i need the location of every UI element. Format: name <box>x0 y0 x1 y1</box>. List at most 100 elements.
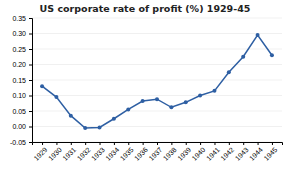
x-tick-label: 1938 <box>162 146 178 162</box>
x-tick-label: 1942 <box>219 146 235 162</box>
grid-line <box>32 33 282 34</box>
x-tick: 1941 <box>205 142 221 162</box>
x-tick-label: 1934 <box>104 146 120 162</box>
x-tick-label: 1939 <box>176 146 192 162</box>
x-tick-line <box>100 142 101 145</box>
line <box>42 35 272 128</box>
x-tick-line <box>200 142 201 145</box>
y-tick-line <box>29 34 32 35</box>
x-tick-label: 1936 <box>133 146 149 162</box>
point <box>83 126 87 130</box>
x-tick: 1929 <box>33 142 49 162</box>
y-tick-label: 0.00 <box>12 123 26 130</box>
x-tick: 1937 <box>147 142 163 162</box>
y-tick-label: 0.25 <box>12 46 26 53</box>
y-tick-line <box>29 96 32 97</box>
x-tick: 1945 <box>262 142 278 162</box>
point <box>141 99 145 103</box>
y-tick-label: 0.15 <box>12 77 26 84</box>
point <box>112 117 116 121</box>
x-tick-label: 1945 <box>262 146 278 162</box>
x-tick: 1939 <box>176 142 192 162</box>
x-tick: 1938 <box>162 142 178 162</box>
x-tick-label: 1932 <box>76 146 92 162</box>
grid-line <box>32 18 282 19</box>
x-tick-line <box>186 142 187 145</box>
title: US corporate rate of profit (%) 1929-45 <box>40 3 251 14</box>
x-tick: 1940 <box>191 142 207 162</box>
y-tick: 0.10 <box>12 92 32 99</box>
x-tick-label: 1944 <box>248 146 264 162</box>
x-tick-line <box>272 142 273 145</box>
y-tick-label: 0.35 <box>12 15 26 22</box>
y-tick-label: 0.20 <box>12 61 26 68</box>
point <box>212 89 216 93</box>
x-tick: 1934 <box>104 142 120 162</box>
x-tick: 1936 <box>133 142 149 162</box>
y-tick-label: 0.30 <box>12 30 26 37</box>
point <box>155 97 159 101</box>
x-tick-line <box>143 142 144 145</box>
x-tick-label: 1933 <box>90 146 106 162</box>
x-tick-label: 1929 <box>33 146 49 162</box>
y-tick-line <box>29 18 32 19</box>
point <box>54 95 58 99</box>
x-axis-line <box>33 143 283 146</box>
marks <box>40 33 274 130</box>
y-tick: 0.35 <box>12 15 32 22</box>
x-tick: 1943 <box>234 142 250 162</box>
x-tick-line <box>114 142 115 145</box>
point <box>270 53 274 57</box>
grid-line <box>32 111 282 112</box>
x-tick: 1931 <box>61 142 77 162</box>
x-tick: 1944 <box>248 142 264 162</box>
y-tick: 0.00 <box>12 123 32 130</box>
x-tick-line <box>85 142 86 145</box>
point <box>169 105 173 109</box>
y-tick: -0.05 <box>10 139 32 146</box>
grid-line <box>32 126 282 127</box>
x-axis: 1929193019311932193319341935193619371938… <box>33 142 283 162</box>
y-tick-label: 0.05 <box>12 108 26 115</box>
x-tick-label: 1935 <box>119 146 135 162</box>
point <box>40 84 44 88</box>
point <box>184 100 188 104</box>
point <box>69 114 73 118</box>
y-tick: 0.05 <box>12 108 32 115</box>
y-axis-line <box>29 19 33 143</box>
y-tick-line <box>29 111 32 112</box>
x-tick-label: 1930 <box>47 146 63 162</box>
x-tick-label: 1931 <box>61 146 77 162</box>
y-tick-line <box>29 65 32 66</box>
x-tick-line <box>243 142 244 145</box>
x-tick-label: 1943 <box>234 146 250 162</box>
x-tick-label: 1937 <box>147 146 163 162</box>
x-tick: 1942 <box>219 142 235 162</box>
y-tick-line <box>29 127 32 128</box>
point <box>126 107 130 111</box>
x-tick-line <box>229 142 230 145</box>
y-tick: 0.15 <box>12 77 32 84</box>
grid-line <box>32 49 282 50</box>
y-tick: 0.20 <box>12 61 32 68</box>
y-tick: 0.25 <box>12 46 32 53</box>
chart-container: US corporate rate of profit (%) 1929-45-… <box>0 0 290 174</box>
y-tick-line <box>29 49 32 50</box>
x-tick-line <box>56 142 57 145</box>
y-tick-line <box>29 80 32 81</box>
y-tick-label: 0.10 <box>12 92 26 99</box>
point <box>241 55 245 59</box>
x-tick-line <box>157 142 158 145</box>
grid <box>32 18 282 142</box>
chart: US corporate rate of profit (%) 1929-45-… <box>0 0 290 174</box>
point <box>256 33 260 37</box>
x-tick: 1932 <box>76 142 92 162</box>
x-tick-line <box>42 142 43 145</box>
y-tick: 0.30 <box>12 30 32 37</box>
plot-area: -0.05 0.00 0.05 0.10 0.15 0.20 0.25 0.30 0.35 192… <box>10 15 282 162</box>
y-axis: -0.05 0.00 0.05 0.10 0.15 0.20 0.25 0.30 0.35 <box>10 15 32 146</box>
point <box>98 125 102 129</box>
grid-line <box>32 64 282 65</box>
x-tick-line <box>128 142 129 145</box>
x-tick-line <box>171 142 172 145</box>
